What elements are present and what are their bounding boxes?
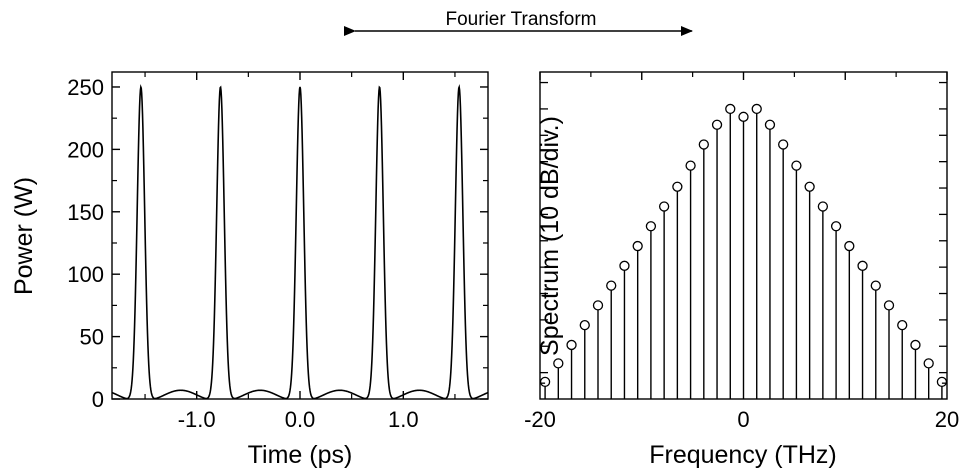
spectrum-stem-marker — [897, 320, 908, 331]
spectrum-stem-marker — [725, 103, 736, 115]
right-xtick-label: -20 — [524, 407, 556, 432]
spectrum-stem-marker — [685, 160, 696, 171]
right-xtick-label: 0 — [737, 407, 749, 432]
spectrum-stem-marker — [645, 221, 657, 232]
left-ytick-label: 150 — [67, 200, 104, 225]
spectrum-stem-marker — [883, 300, 895, 311]
spectrum-stem-marker — [619, 260, 630, 271]
left-xtick-label: -1.0 — [178, 407, 216, 432]
spectrum-stem-marker — [751, 103, 762, 115]
right-xtick-label: 20 — [935, 407, 959, 432]
spectrum-stem-marker — [553, 358, 564, 369]
power-pulse-train-line — [111, 83, 489, 400]
spectrum-stem-marker — [592, 300, 604, 311]
right-x-axis-label: Frequency (THz) — [649, 441, 837, 469]
spectrum-stem-marker — [672, 181, 683, 192]
spectrum-stem-marker — [830, 221, 842, 232]
left-ytick-labels: 0 50 100 150 200 250 — [67, 75, 104, 412]
spectrum-stem-marker — [658, 201, 670, 212]
left-ytick-label: 250 — [67, 75, 104, 100]
spectrum-stem-marker — [539, 376, 551, 388]
spectrum-stem-marker — [857, 260, 868, 271]
left-ytick-label: 200 — [67, 137, 104, 162]
right-ticks — [539, 72, 948, 374]
frequency-domain-panel: -20 0 20 Frequency (THz) Spectrum (10 dB/d… — [524, 71, 959, 469]
left-x-axis-label: Time (ps) — [248, 441, 353, 469]
right-xtick-labels: -20 0 20 — [524, 407, 959, 432]
left-xtick-labels: -1.0 0.0 1.0 — [178, 407, 419, 432]
time-domain-panel: 0 50 100 150 200 250 -1.0 0.0 1.0 Time (ps) Pow… — [10, 71, 489, 469]
spectrum-stem-marker — [566, 339, 577, 351]
left-ytick-label: 50 — [80, 325, 104, 350]
left-xtick-label: 1.0 — [388, 407, 419, 432]
spectrum-stem-marker — [817, 201, 829, 212]
spectrum-stem-marker — [791, 160, 802, 171]
spectrum-stem-marker — [764, 119, 776, 130]
spectrum-stem-marker — [698, 139, 709, 150]
spectrum-stem-marker — [844, 240, 855, 252]
spectrum-stem-marker — [804, 181, 815, 192]
right-y-axis-label: Spectrum (10 dB/div.) — [536, 116, 564, 356]
left-ticks — [112, 72, 488, 400]
spectrum-stem-marker — [936, 376, 948, 388]
spectrum-stem-marker — [870, 280, 881, 291]
spectrum-stem-marker — [711, 119, 723, 130]
spectrum-stem-marker — [606, 280, 617, 291]
fourier-transform-label: Fourier Transform — [446, 9, 597, 30]
left-y-axis-label: Power (W) — [10, 177, 38, 295]
left-ytick-label: 0 — [92, 387, 104, 412]
spectrum-stem-marker — [910, 339, 921, 351]
fourier-transform-annotation: Fourier Transform — [344, 9, 693, 36]
left-ytick-label: 100 — [67, 262, 104, 287]
spectrum-stem-marker — [923, 358, 934, 369]
spectrum-stems — [539, 103, 948, 399]
left-xtick-label: 0.0 — [285, 407, 316, 432]
spectrum-stem-marker — [738, 111, 749, 122]
spectrum-stem-marker — [579, 320, 590, 331]
spectrum-stem-marker — [632, 240, 643, 252]
spectrum-stem-marker — [778, 139, 789, 150]
left-plot-frame — [111, 71, 489, 400]
